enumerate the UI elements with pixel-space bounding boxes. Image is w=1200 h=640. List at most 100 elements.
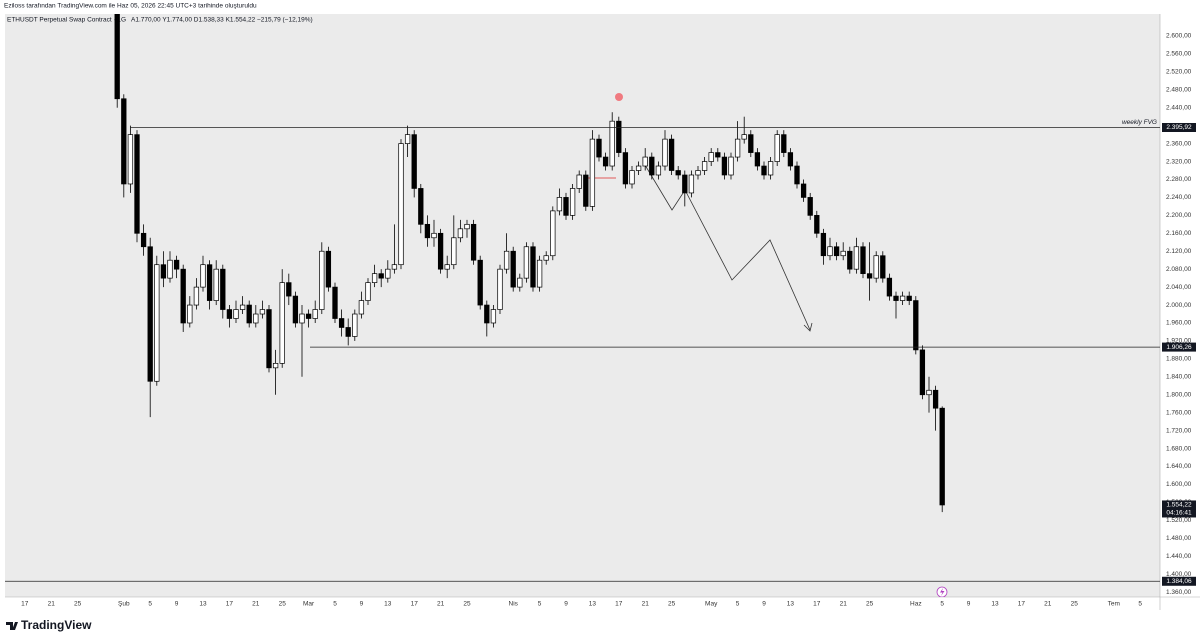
y-tick-label: 2.480,00 [1166,87,1192,94]
candle-body [299,313,305,324]
candle-body [378,273,384,279]
y-tick-label: 2.040,00 [1166,284,1192,291]
logo-mark [6,622,18,630]
y-tick-label: 1.600,00 [1166,481,1192,488]
x-tick-label: 25 [74,601,82,608]
candle-body [814,215,820,234]
y-tick-label: 1.920,00 [1166,338,1192,345]
x-tick-label: 9 [175,601,179,608]
x-tick-label: 21 [1044,601,1052,608]
x-tick-label: 9 [564,601,568,608]
x-tick-label: 13 [991,601,999,608]
y-tick-label: 1.360,00 [1166,589,1192,596]
marker-dot [615,93,623,101]
candle-body [932,389,939,409]
candle-body [391,264,398,270]
candle-body [642,156,648,167]
x-tick-label: 25 [1071,601,1079,608]
x-tick-label: 17 [411,601,419,608]
x-tick-label: 21 [437,601,445,608]
candle-body [187,304,193,324]
y-tick-label: 2.200,00 [1166,212,1192,219]
candle-body [761,165,767,176]
brand: TradingView [21,618,92,632]
y-tick-label: 1.720,00 [1166,427,1192,434]
candle-body [226,309,233,319]
candle-body [721,156,728,176]
candle-body [741,134,747,140]
candle-body [266,309,272,369]
candle-body [919,349,926,396]
candle-body [563,197,569,216]
last-price-label: 1.554,22 [1166,502,1192,509]
y-tick-label: 1.760,00 [1166,409,1192,416]
candle-body [200,264,206,288]
candle-body [906,295,912,301]
x-tick-label: 25 [463,601,471,608]
candles [114,14,945,513]
price-tag [1162,122,1196,132]
projection-arrow [803,322,813,332]
candle-body [437,232,444,270]
x-tick-label: 5 [333,601,337,608]
candle-body [239,304,246,310]
candle-body [602,156,609,167]
y-tick-label: 1.800,00 [1166,391,1192,398]
countdown: 04:16:41 [1166,510,1192,517]
candle-body [728,156,734,176]
candle-body [569,188,576,216]
candle-body [398,143,404,266]
price-axis [1160,14,1200,597]
candle-body [517,277,523,288]
x-tick-label: 13 [787,601,795,608]
candle-body [345,327,351,337]
candle-body [807,197,813,216]
projection-path [644,164,811,331]
candle-body [715,152,721,158]
candle-body [523,246,530,279]
candle-body [794,165,800,185]
x-tick-label: 9 [967,601,971,608]
x-tick-label: Haz [910,601,922,608]
y-tick-label: 2.520,00 [1166,69,1192,76]
candle-body [424,223,431,239]
candle-body [734,138,741,158]
price-tag [1162,576,1196,586]
candle-body [833,246,840,257]
price-tag-label: 2.395,92 [1166,124,1192,131]
y-tick-label: 2.560,00 [1166,51,1192,58]
candle-body [860,246,866,275]
x-tick-label: Şub [118,601,130,608]
candle-body [253,313,259,324]
candle-body [484,304,490,324]
candle-body [510,250,516,288]
candle-body [206,264,213,301]
price-tag-label: 1.906,26 [1166,344,1192,351]
candle-body [147,246,153,382]
price-line-name: weekly FVG [1122,119,1157,126]
candle-body [140,232,147,248]
candle-body [411,134,417,189]
candle-body [866,273,873,279]
price-tag [1162,342,1196,352]
y-tick-label: 1.680,00 [1166,445,1192,452]
y-tick-label: 2.120,00 [1166,248,1192,255]
candle-body [781,134,787,153]
x-tick-label: 21 [48,601,56,608]
x-tick-label: May [705,601,718,608]
candle-body [543,255,549,261]
candle-body [167,259,173,279]
y-tick-label: 2.160,00 [1166,230,1192,237]
candle-body [312,309,318,319]
price-tag-label: 1.384,06 [1166,578,1192,585]
candle-body [259,309,266,315]
candle-body [688,174,695,194]
y-tick-label: 2.280,00 [1166,176,1192,183]
candle-body [622,152,629,185]
candle-body [497,268,503,310]
candle-body [358,300,365,315]
candle-body [305,313,312,319]
candle-body [352,313,358,337]
candle-body [490,309,497,324]
